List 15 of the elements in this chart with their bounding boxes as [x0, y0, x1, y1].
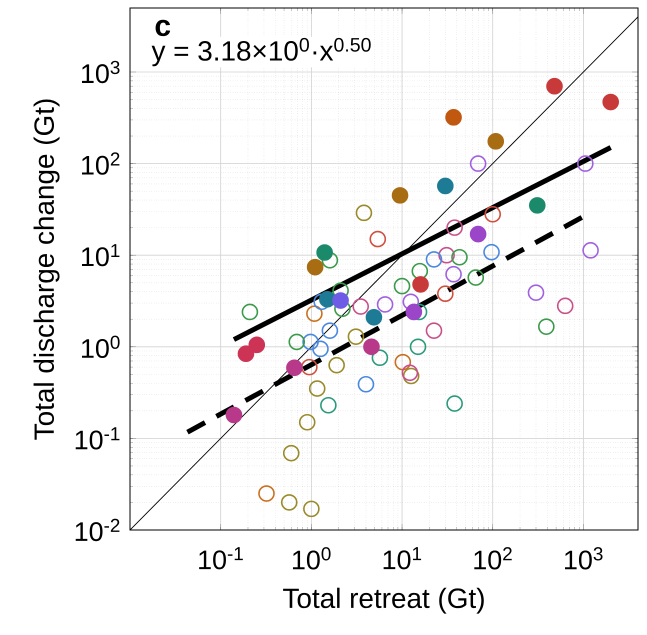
- x-tick-label: 10$^{2}$: [474, 547, 512, 570]
- y-axis-title: Total discharge change (Gt): [34, 99, 60, 440]
- x-tick-label: 10$^{-1}$: [199, 547, 243, 570]
- y-tick-label: 10$^{0}$: [82, 336, 120, 358]
- y-tick-label: 10$^{3}$: [82, 60, 120, 84]
- annotation: y = 3.18×10$^{0}$·x$^{0.50}$: [152, 38, 371, 66]
- y-tick-label: 10$^{-1}$: [76, 427, 120, 450]
- x-tick-label: 10$^{1}$: [384, 547, 422, 570]
- annotation: c: [156, 20, 170, 36]
- y-tick-label: 10$^{-2}$: [76, 518, 120, 542]
- x-tick-label: 10$^{3}$: [565, 547, 603, 570]
- x-tick-label: 10$^{0}$: [292, 547, 331, 570]
- y-tick-label: 10$^{2}$: [82, 152, 120, 175]
- x-axis-title: Total retreat (Gt): [283, 588, 484, 614]
- y-tick-label: 10$^{1}$: [82, 244, 120, 266]
